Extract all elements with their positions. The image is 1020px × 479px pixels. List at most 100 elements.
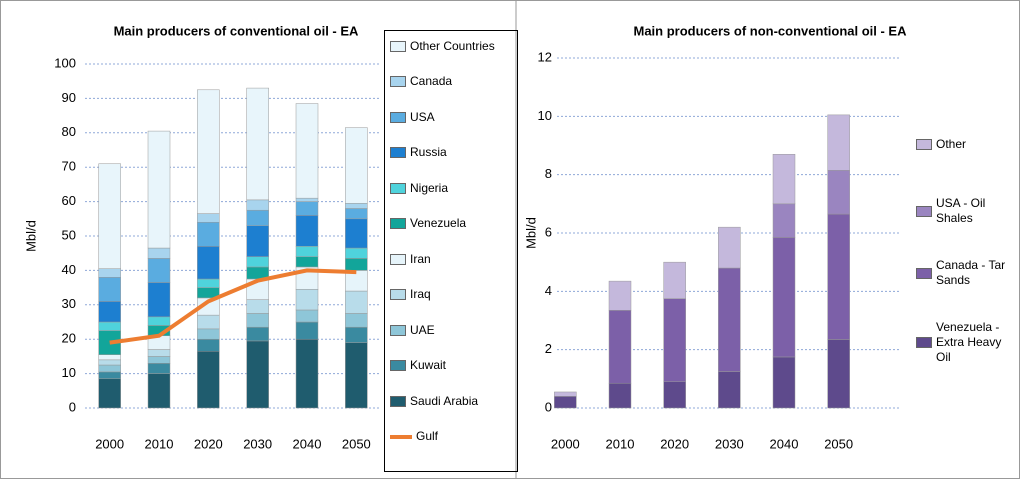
legend-swatch [390,395,406,407]
legend-swatch [916,138,932,150]
bar-segment [295,321,319,340]
legend-swatch [390,76,406,87]
bar-segment [98,378,121,409]
legend-label: Venezuela - Extra Heavy Oil [936,320,1002,364]
bar-segment [345,247,368,259]
bar-segment [295,338,319,409]
bar-segment [147,349,171,357]
legend-swatch [390,218,406,229]
x-tick-label: 2030 [243,436,272,451]
legend-box [384,30,518,472]
legend-item: Russia [390,143,514,163]
y-tick-label: 8 [545,166,552,181]
bar-segment [98,371,121,380]
bar-segment [295,309,319,323]
bar-segment [147,363,171,374]
bar-segment [345,203,368,209]
bar-segment [608,280,632,311]
y-tick-label: 20 [62,331,76,346]
legend-item: Kuwait [390,356,514,376]
bar-segment [197,221,220,247]
y-tick-label: 40 [62,262,76,277]
legend-label: Saudi Arabia [410,393,479,408]
legend-swatch [916,205,932,217]
legend-swatch [390,434,412,439]
legend-swatch [390,40,406,52]
bar-segment [147,356,171,364]
bar-segment [246,326,269,342]
legend-swatch [390,289,406,300]
bar-segment [345,342,368,409]
y-tick-label: 2 [545,341,552,356]
bar-segment [98,364,121,373]
y-axis-title: Mbl/d [23,220,38,252]
legend-swatch [390,147,406,158]
legend-label: Canada - Tar Sands [936,258,1006,287]
bar-segment [197,246,220,280]
bar-segment [345,290,368,314]
y-tick-label: 4 [545,283,552,298]
legend-item: Iran [390,249,514,269]
bar-segment [98,354,121,361]
bar-segment [197,89,220,214]
y-tick-label: 90 [62,90,76,105]
legend-item: Venezuela - Extra Heavy Oil [916,320,1016,365]
y-tick-label: 60 [62,193,76,208]
legend-item: Canada - Tar Sands [916,258,1016,288]
bar-segment [345,127,368,204]
legend-label: Kuwait [410,358,447,372]
bar-segment [98,301,121,323]
bar-segment [98,321,121,331]
bar-segment [98,277,121,302]
y-axis-title: Mbl/d [523,217,538,249]
legend-label: Iraq [410,287,431,301]
x-tick-label: 2050 [342,436,371,451]
legend-swatch [916,267,932,279]
bar-segment [98,359,121,366]
bar-segment [718,371,741,409]
bar-segment [345,258,368,271]
bar-segment [197,314,220,330]
legend-label: Other [936,136,967,151]
bar-segment [608,310,632,384]
legend-label: Canada [410,74,453,88]
y-tick-label: 50 [62,227,76,242]
bar-segment [246,225,269,257]
bar-segment [718,226,741,269]
legend-label: UAE [410,322,435,337]
bar-segment [147,316,171,326]
legend-swatch [390,324,406,336]
legend-label: USA [410,109,435,124]
x-tick-label: 2000 [95,436,124,451]
bar-segment [246,199,269,211]
legend-label: Nigeria [410,180,449,195]
bar-segment [663,381,686,409]
legend-label: Russia [410,145,447,159]
bar-segment [827,170,850,215]
legend-label: USA - Oil Shales [936,196,986,225]
bar-segment [246,87,269,201]
bar-segment [147,373,171,409]
bar-segment [246,340,269,409]
x-tick-label: 2040 [293,436,322,451]
x-tick-label: 2050 [824,436,853,451]
bar-segment [345,218,368,249]
bar-segment [772,203,796,238]
line [109,268,357,345]
x-tick-label: 2020 [194,436,223,451]
bar-segment [345,313,368,328]
legend-swatch [390,111,406,123]
bar-segment [246,313,269,328]
y-tick-label: 12 [538,49,552,64]
bar-segment [197,278,220,288]
chart-title: Main producers of non-conventional oil -… [633,23,907,38]
legend-item: Iraq [390,285,514,305]
legend-item: Venezuela [390,214,514,234]
legend-item: Gulf [390,427,514,447]
bar-segment [554,396,577,409]
y-tick-label: 10 [62,365,76,380]
bar-segment [197,213,220,223]
legend-item: Other [916,134,1016,154]
